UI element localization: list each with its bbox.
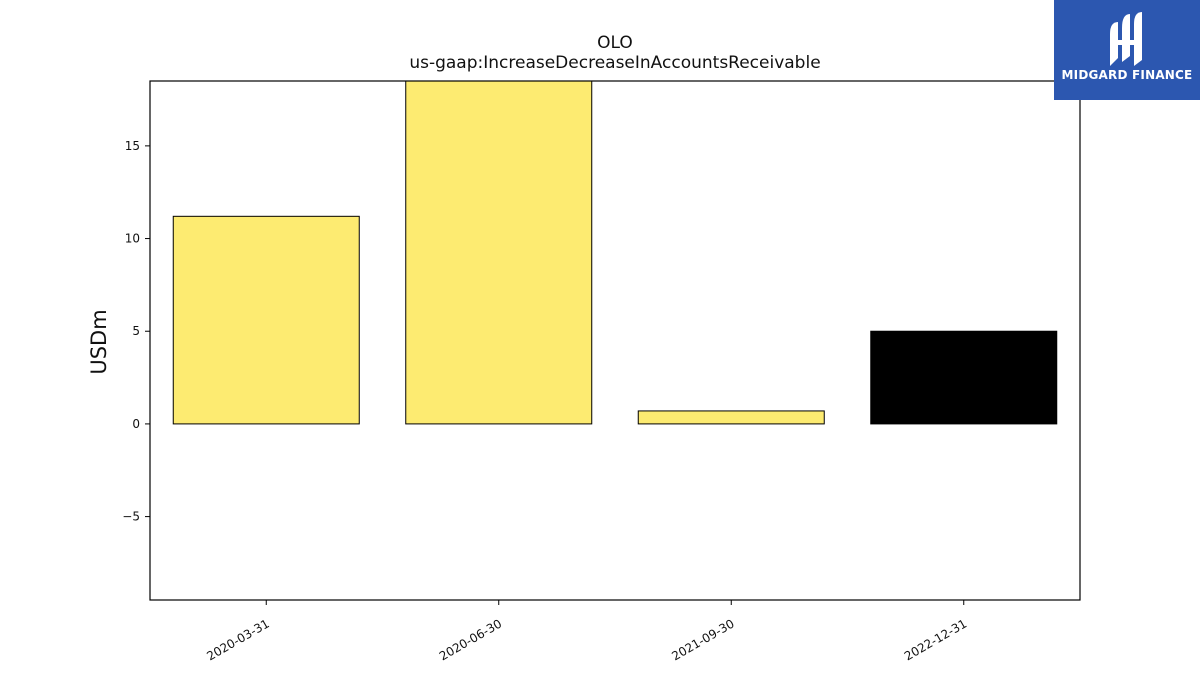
bar-2022-12-31: [870, 330, 1058, 425]
y-axis: −5 0 5 10 15: [122, 139, 150, 524]
x-tick-label: 2021-09-30: [669, 616, 736, 663]
x-tick-label: 2022-12-31: [902, 616, 969, 663]
y-axis-label: USDm: [87, 309, 111, 374]
y-tick-label: −5: [122, 510, 140, 524]
brand-name: MIDGARD FINANCE: [1061, 68, 1193, 82]
y-tick-label: 10: [125, 232, 140, 246]
bar-2021-09-30: [637, 410, 825, 425]
x-tick-label: 2020-06-30: [437, 616, 504, 663]
brand-mark-icon: [1110, 12, 1142, 66]
x-tick-label: 2020-03-31: [204, 616, 271, 663]
bars-layer: [172, 80, 1058, 425]
y-tick-label: 5: [132, 324, 140, 338]
x-axis: 2020-03-31 2020-06-30 2021-09-30 2022-12-31: [204, 600, 969, 663]
plot-frame: [149, 80, 1081, 601]
brand-logo: MIDGARD FINANCE: [1054, 0, 1200, 100]
bar-2020-06-30: [405, 80, 593, 425]
y-tick-label: 0: [132, 417, 140, 431]
chart-title: OLO: [597, 33, 633, 53]
bar-2020-03-31: [172, 215, 360, 425]
y-tick-label: 15: [125, 139, 140, 153]
chart-subtitle: us-gaap:IncreaseDecreaseInAccountsReceiv…: [409, 53, 820, 73]
